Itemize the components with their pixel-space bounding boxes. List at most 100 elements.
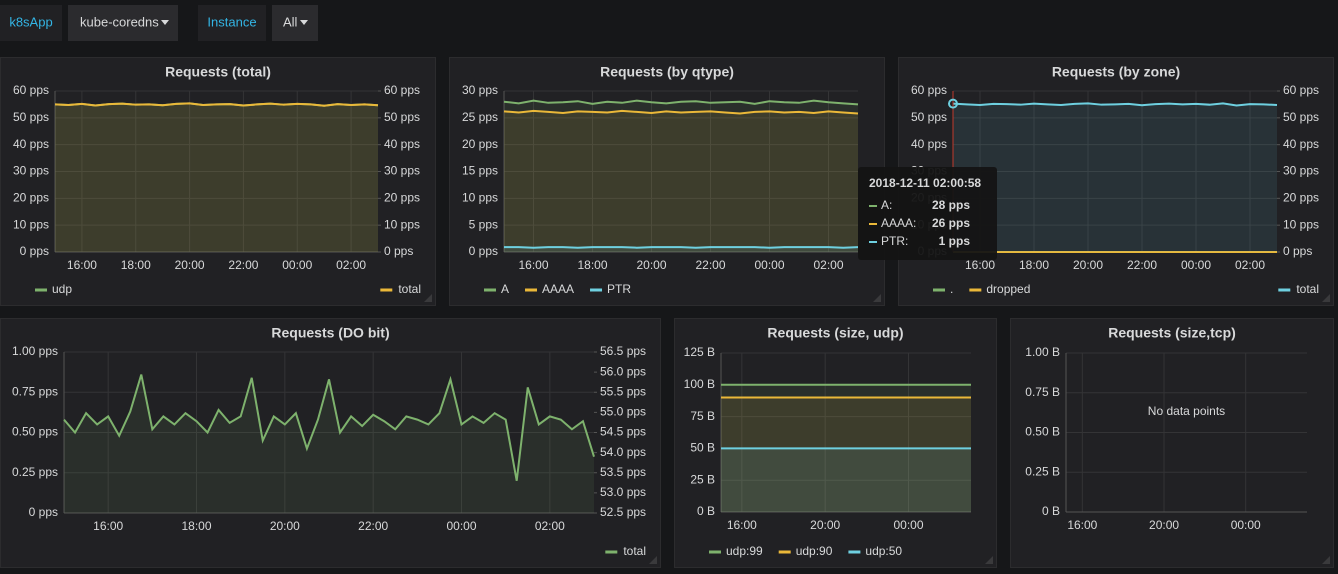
y-tick-label: 25 B: [690, 472, 715, 486]
x-tick-label: 00:00: [893, 518, 923, 532]
x-tick-label: 16:00: [67, 258, 97, 272]
y2-tick-label: 10 pps: [1283, 217, 1319, 231]
y-tick-label: 0 pps: [469, 244, 498, 258]
tooltip-title: 2018-12-11 02:00:58: [869, 176, 981, 190]
legend-label[interactable]: total: [398, 282, 421, 296]
y2-tick-label: 30 pps: [1283, 164, 1319, 178]
tooltip-label: A:: [881, 198, 892, 212]
series-line: [54, 102, 379, 107]
y2-tick-label: 54.5 pps: [600, 425, 646, 439]
y2-tick-label: 20 pps: [384, 191, 420, 205]
y-tick-label: 15 pps: [462, 164, 498, 178]
x-tick-label: 22:00: [228, 258, 258, 272]
legend-label[interactable]: A: [501, 282, 509, 296]
x-tick-label: 02:00: [1235, 258, 1265, 272]
y-tick-label: 40 pps: [911, 137, 947, 151]
x-tick-label: 16:00: [965, 258, 995, 272]
legend-label[interactable]: udp: [52, 282, 72, 296]
panel: [1010, 318, 1334, 568]
y-tick-label: 10 pps: [462, 191, 498, 205]
x-tick-label: 00:00: [1231, 518, 1261, 532]
y2-tick-label: 10 pps: [384, 217, 420, 231]
legend-label[interactable]: dropped: [986, 282, 1030, 296]
panel-title: Requests (by zone): [1052, 64, 1180, 80]
y2-tick-label: 0 pps: [1283, 244, 1312, 258]
x-tick-label: 00:00: [446, 519, 476, 533]
variable-label-box: [198, 5, 266, 41]
y-tick-label: 0 B: [1042, 504, 1060, 518]
tooltip-value: 26 pps: [932, 216, 970, 230]
x-tick-label: 20:00: [175, 258, 205, 272]
hover-point: [948, 98, 958, 109]
y-tick-label: 125 B: [684, 345, 715, 359]
y-tick-label: 30 pps: [13, 164, 49, 178]
panel: [0, 57, 436, 306]
area-fill: [504, 100, 858, 252]
tooltip-label: PTR:: [881, 234, 908, 248]
x-tick-label: 18:00: [1019, 258, 1049, 272]
variable-label-box: [0, 5, 62, 41]
x-tick-label: 02:00: [535, 519, 565, 533]
y2-tick-label: 20 pps: [1283, 191, 1319, 205]
panel: [449, 57, 885, 306]
y-tick-label: 40 pps: [13, 137, 49, 151]
tooltip: [858, 167, 997, 260]
y-tick-label: 0 pps: [29, 505, 58, 519]
y2-tick-label: 50 pps: [1283, 110, 1319, 124]
y2-tick-label: 60 pps: [384, 83, 420, 97]
y-tick-label: 60 pps: [911, 83, 947, 97]
dropdown-caret: [161, 20, 169, 25]
legend-label[interactable]: udp:90: [796, 544, 833, 558]
area-fill: [55, 103, 378, 253]
y-tick-label: 0 pps: [20, 244, 49, 258]
legend-label[interactable]: total: [623, 544, 646, 558]
variable-value[interactable]: All: [283, 14, 298, 29]
legend-label[interactable]: udp:99: [726, 544, 763, 558]
area-fill: [64, 374, 594, 513]
y2-tick-label: 53.5 pps: [600, 465, 646, 479]
panel-title: Requests (total): [165, 64, 271, 80]
y-tick-label: 60 pps: [13, 83, 49, 97]
x-tick-label: 20:00: [270, 519, 300, 533]
legend-label[interactable]: .: [950, 282, 953, 296]
y-tick-label: 0.50 pps: [12, 425, 58, 439]
y-tick-label: 50 pps: [911, 110, 947, 124]
series-line: [503, 109, 859, 115]
panel-title: Requests (by qtype): [600, 64, 734, 80]
area-fill: [55, 103, 378, 253]
variable-dropdown[interactable]: [68, 5, 178, 41]
y-tick-label: 50 B: [690, 441, 715, 455]
y-tick-label: 10 pps: [13, 217, 49, 231]
x-tick-label: 00:00: [754, 258, 784, 272]
tooltip-value: 28 pps: [932, 198, 970, 212]
x-tick-label: 02:00: [336, 258, 366, 272]
y-tick-label: 20 pps: [13, 191, 49, 205]
no-data: No data points: [1148, 404, 1225, 418]
x-tick-label: 16:00: [93, 519, 123, 533]
variable-value[interactable]: kube-coredns: [80, 14, 159, 29]
tooltip-value: 1 pps: [939, 234, 971, 248]
legend-label[interactable]: AAAA: [542, 282, 574, 296]
y-tick-label: 1.00 pps: [12, 344, 58, 358]
y2-tick-label: 53.0 pps: [600, 485, 646, 499]
y2-tick-label: 40 pps: [384, 137, 420, 151]
x-tick-label: 18:00: [577, 258, 607, 272]
y-tick-label: 25 pps: [462, 110, 498, 124]
panel: [674, 318, 997, 568]
variable-dropdown[interactable]: [272, 5, 318, 41]
y2-tick-label: 52.5 pps: [600, 505, 646, 519]
y-tick-label: 75 B: [690, 409, 715, 423]
legend-label[interactable]: total: [1296, 282, 1319, 296]
legend-label[interactable]: PTR: [607, 282, 631, 296]
y-tick-label: 5 pps: [469, 217, 498, 231]
y2-tick-label: 55.0 pps: [600, 405, 646, 419]
y-tick-label: 1.00 B: [1025, 345, 1060, 359]
x-tick-label: 20:00: [636, 258, 666, 272]
y2-tick-label: 55.5 pps: [600, 384, 646, 398]
legend-label[interactable]: udp:50: [865, 544, 902, 558]
variable-label: k8sApp: [9, 14, 52, 29]
y2-tick-label: 60 pps: [1283, 83, 1319, 97]
y2-tick-label: 30 pps: [384, 164, 420, 178]
